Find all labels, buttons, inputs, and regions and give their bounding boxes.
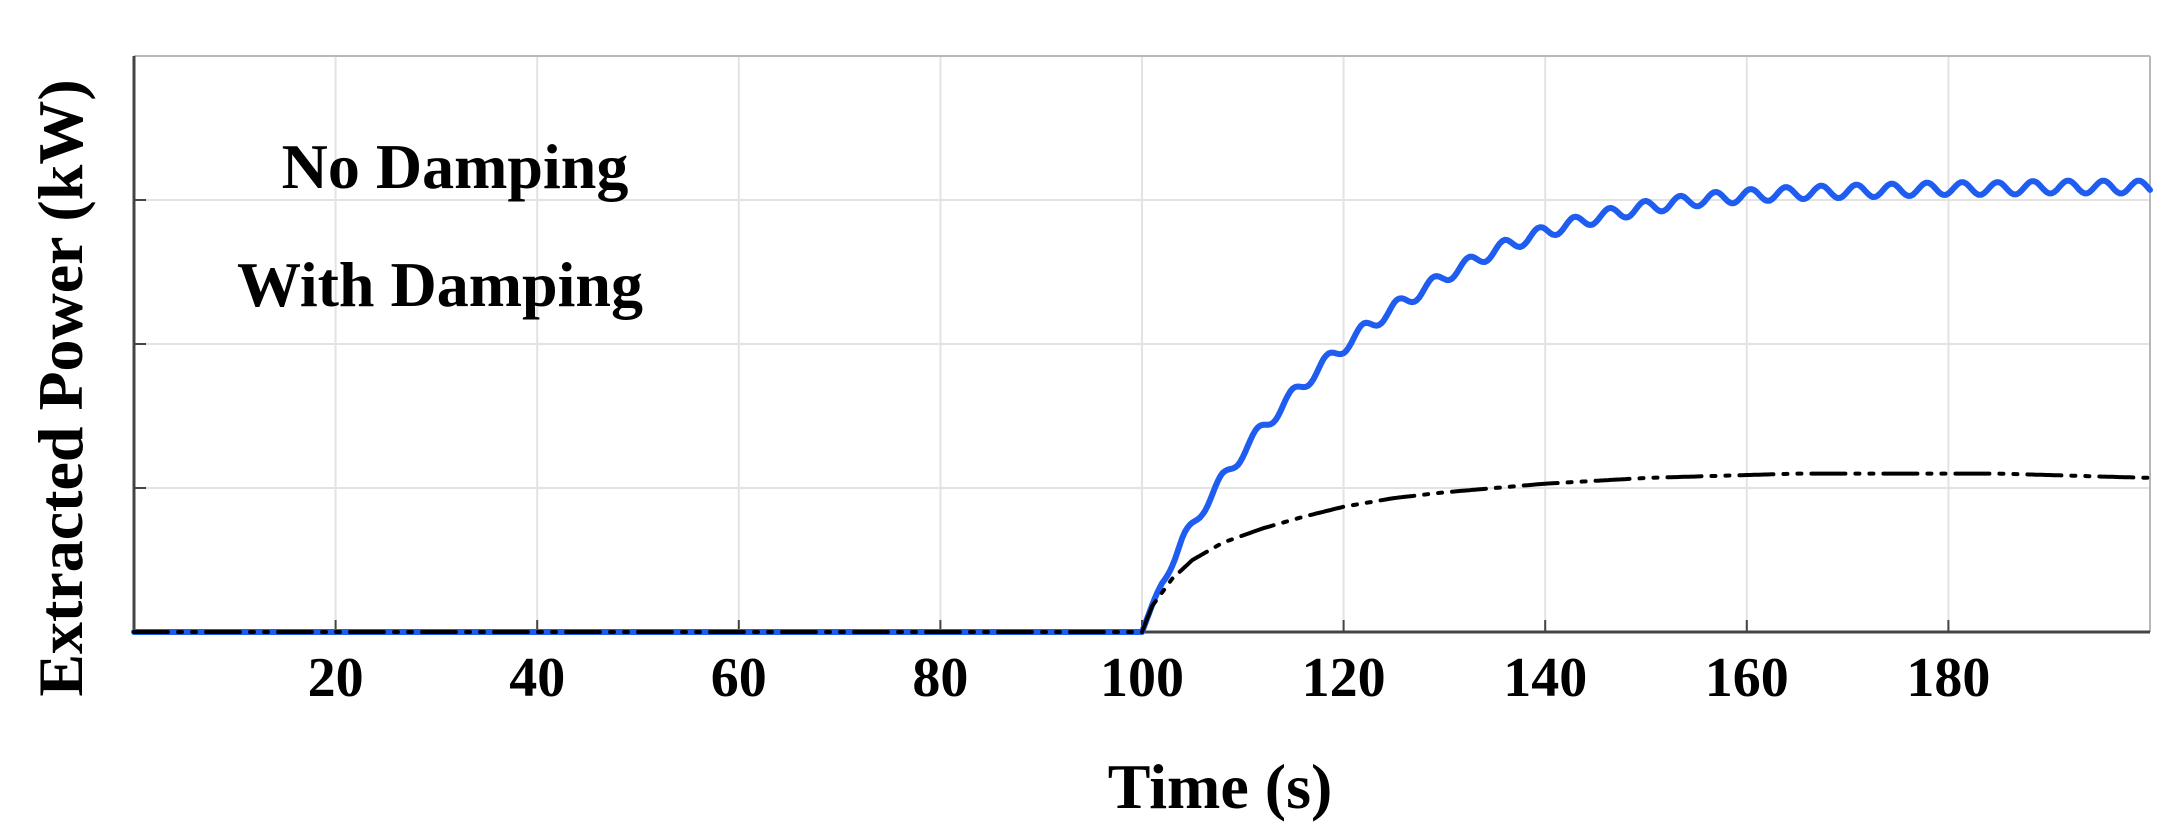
- y-axis-label: Extracted Power (kW): [25, 79, 96, 696]
- x-tick-label-7: 160: [1705, 647, 1789, 709]
- x-tick-label-0: 20: [308, 647, 364, 709]
- legend: No Damping With Damping: [237, 131, 643, 320]
- grid: [134, 56, 2150, 632]
- x-tick-label-2: 60: [711, 647, 767, 709]
- x-tick-label-4: 100: [1100, 647, 1184, 709]
- x-tick-label-3: 80: [912, 647, 968, 709]
- series-line-1: [132, 471, 2152, 634]
- legend-entry-1: With Damping: [237, 249, 643, 320]
- x-tick-label-6: 140: [1503, 647, 1587, 709]
- x-tick-label-5: 120: [1302, 647, 1386, 709]
- series-group: [131, 177, 2153, 635]
- x-tick-label-8: 180: [1906, 647, 1990, 709]
- x-axis-label: Time (s): [1108, 751, 1333, 822]
- legend-entry-0: No Damping: [282, 131, 629, 202]
- x-tick-label-1: 40: [509, 647, 565, 709]
- y-ticks: [134, 199, 146, 489]
- x-ticks: 20 40 60 80 100 120 140 160 180: [308, 620, 1990, 709]
